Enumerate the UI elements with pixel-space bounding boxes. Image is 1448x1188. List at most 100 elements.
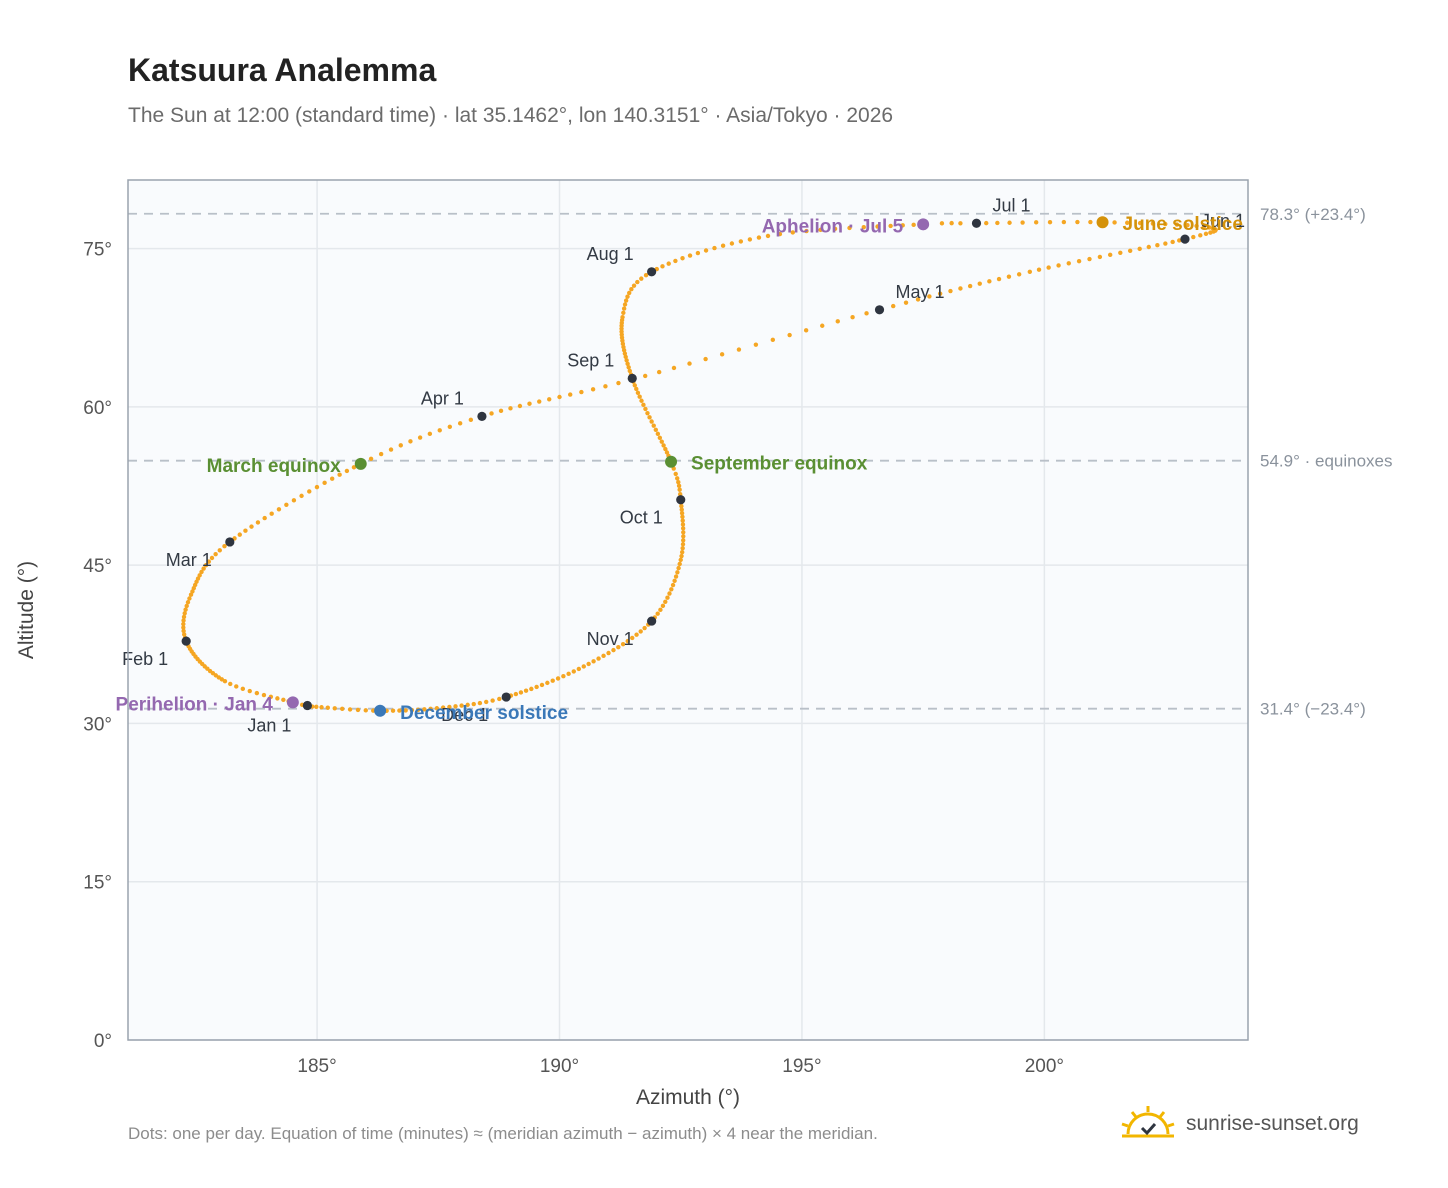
daily-dot — [939, 221, 945, 226]
daily-dot — [888, 223, 893, 229]
daily-dot — [517, 403, 523, 409]
daily-dot — [803, 328, 809, 333]
daily-dot — [181, 632, 187, 637]
daily-dot — [409, 707, 415, 713]
daily-dot — [254, 690, 260, 696]
daily-dot — [649, 419, 654, 424]
reference-line-label: 54.9° · equinoxes — [1260, 452, 1393, 471]
daily-dot — [243, 528, 248, 533]
daily-dot — [184, 603, 189, 609]
month-marker-label: Dec 1 — [441, 705, 488, 725]
daily-dot — [1075, 219, 1080, 225]
daily-dot — [747, 237, 753, 242]
daily-dot — [720, 243, 726, 248]
daily-dot — [787, 332, 792, 338]
daily-dot — [995, 220, 1000, 226]
daily-dot — [434, 706, 440, 711]
daily-dot — [468, 417, 474, 423]
month-marker-label: Nov 1 — [587, 629, 634, 649]
daily-dot — [240, 686, 246, 692]
footnote: Dots: one per day. Equation of time (min… — [128, 1124, 878, 1143]
daily-dot — [201, 566, 206, 571]
daily-dot — [915, 297, 921, 302]
daily-dot — [620, 641, 626, 647]
daily-dot — [513, 691, 519, 697]
event-marker-label: September equinox — [691, 454, 868, 475]
x-tick-label: 200° — [1025, 1056, 1064, 1077]
grid-lines — [128, 180, 1248, 1041]
daily-dot — [625, 294, 630, 299]
daily-dot — [790, 230, 795, 235]
daily-dot — [284, 502, 289, 508]
daily-dot — [1150, 221, 1156, 226]
month-marker-dot — [971, 218, 982, 228]
daily-dot — [523, 688, 529, 693]
brand[interactable]: sunrise-sunset.org — [1120, 1102, 1359, 1146]
daily-dot — [673, 258, 678, 264]
daily-dot — [281, 697, 286, 703]
daily-dot — [1155, 243, 1160, 248]
daily-dot — [508, 406, 513, 411]
month-marker-dot — [874, 305, 885, 315]
daily-dot — [322, 480, 327, 486]
month-marker-label: Jan 1 — [247, 715, 291, 735]
daily-dot — [368, 456, 374, 461]
daily-dot — [647, 415, 652, 420]
sun-logo-icon — [1121, 1106, 1175, 1138]
daily-dot — [777, 231, 783, 237]
daily-dot — [671, 365, 677, 371]
daily-dot — [627, 290, 632, 296]
daily-dot — [622, 351, 628, 356]
daily-dot — [601, 653, 606, 659]
daily-dot — [676, 479, 681, 485]
event-marker-dot — [665, 455, 678, 468]
daily-dot — [1137, 246, 1142, 252]
daily-dot — [679, 507, 684, 512]
x-axis-label: Azimuth (°) — [636, 1086, 740, 1109]
plot-border — [127, 179, 1249, 1041]
daily-dot — [679, 503, 684, 509]
daily-dot — [1112, 220, 1117, 225]
daily-dot — [247, 688, 252, 694]
daily-dot — [397, 708, 402, 713]
month-marker-label: Feb 1 — [122, 649, 168, 669]
daily-dot — [596, 656, 601, 661]
daily-dot — [1027, 269, 1033, 275]
month-marker-label: Aug 1 — [587, 244, 634, 264]
daily-dot — [1076, 258, 1082, 264]
month-marker-dot — [225, 537, 235, 547]
month-marker-dot — [181, 636, 191, 646]
daily-dot — [471, 701, 476, 707]
daily-dot — [643, 406, 648, 412]
daily-dot — [590, 387, 596, 392]
daily-dot — [529, 686, 534, 692]
daily-dot — [629, 287, 634, 292]
y-tick-label: 15° — [83, 873, 112, 894]
event-marker-dot — [917, 218, 930, 231]
daily-dot — [1170, 239, 1175, 245]
daily-dot — [181, 625, 186, 630]
daily-dot — [363, 708, 368, 713]
daily-dot — [457, 421, 463, 426]
daily-dot — [398, 443, 403, 448]
daily-dot — [1020, 220, 1025, 225]
daily-dot — [681, 534, 686, 539]
daily-dot — [237, 532, 242, 537]
daily-dot — [1087, 256, 1092, 262]
daily-dot — [977, 281, 982, 286]
daily-dot — [262, 515, 267, 521]
daily-dot — [911, 222, 916, 228]
daily-dot — [663, 599, 668, 605]
daily-dot — [656, 369, 662, 375]
daily-dot — [447, 704, 452, 710]
daily-dot — [627, 368, 633, 374]
daily-dot — [571, 669, 576, 674]
daily-dot — [307, 489, 312, 494]
daily-dot — [703, 356, 708, 362]
daily-dot — [537, 399, 542, 404]
daily-dot — [1007, 220, 1012, 225]
daily-dot — [568, 392, 573, 397]
daily-dot — [664, 450, 670, 455]
daily-dot — [958, 286, 963, 291]
y-axis-label: Altitude (°) — [15, 561, 38, 659]
